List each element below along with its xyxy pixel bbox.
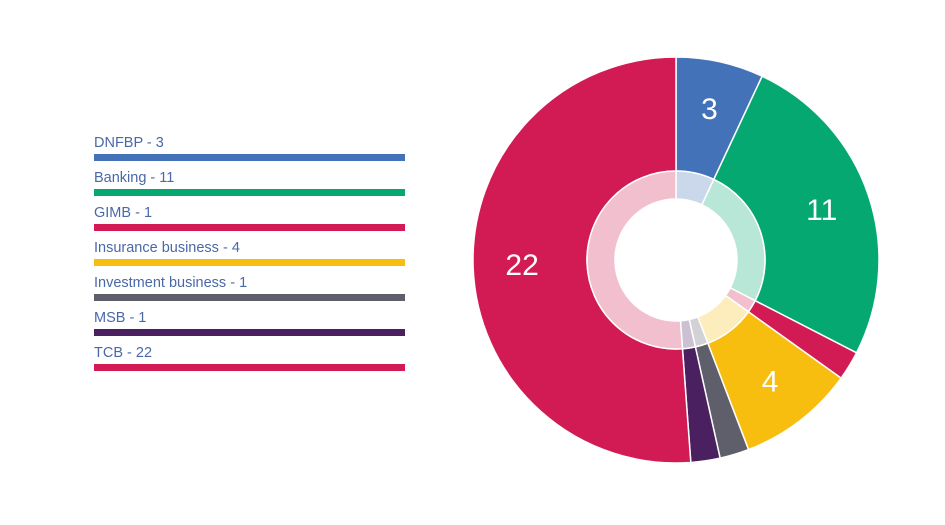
- slice-value-label: 3: [701, 93, 718, 126]
- legend-item: TCB - 22: [94, 344, 405, 379]
- legend-color-bar: [94, 329, 405, 336]
- legend-color-bar: [94, 154, 405, 161]
- legend-color-bar: [94, 294, 405, 301]
- inner-slice-tcb: [586, 170, 684, 350]
- legend-color-bar: [94, 224, 405, 231]
- legend-item: Banking - 11: [94, 169, 405, 204]
- legend-label: GIMB - 1: [94, 205, 153, 221]
- chart-legend: DNFBP - 3 Banking - 11 GIMB - 1 Insurance b…: [94, 134, 405, 379]
- legend-label: Investment business - 1: [94, 275, 248, 291]
- slice-value-label: 11: [806, 194, 837, 227]
- slice-value-label: 4: [762, 365, 779, 398]
- legend-item: Insurance business - 4: [94, 239, 405, 274]
- legend-item: Investment business - 1: [94, 274, 405, 309]
- legend-color-bar: [94, 364, 405, 371]
- slice-value-label: 22: [505, 249, 538, 282]
- legend-label: TCB - 22: [94, 345, 153, 361]
- legend-color-bar: [94, 189, 405, 196]
- legend-label: MSB - 1: [94, 310, 147, 326]
- legend-item: DNFBP - 3: [94, 134, 405, 169]
- legend-label: Banking - 11: [94, 170, 175, 186]
- legend-label: Insurance business - 4: [94, 240, 240, 256]
- legend-item: GIMB - 1: [94, 204, 405, 239]
- legend-color-bar: [94, 259, 405, 266]
- legend-label: DNFBP - 3: [94, 135, 164, 151]
- legend-item: MSB - 1: [94, 309, 405, 344]
